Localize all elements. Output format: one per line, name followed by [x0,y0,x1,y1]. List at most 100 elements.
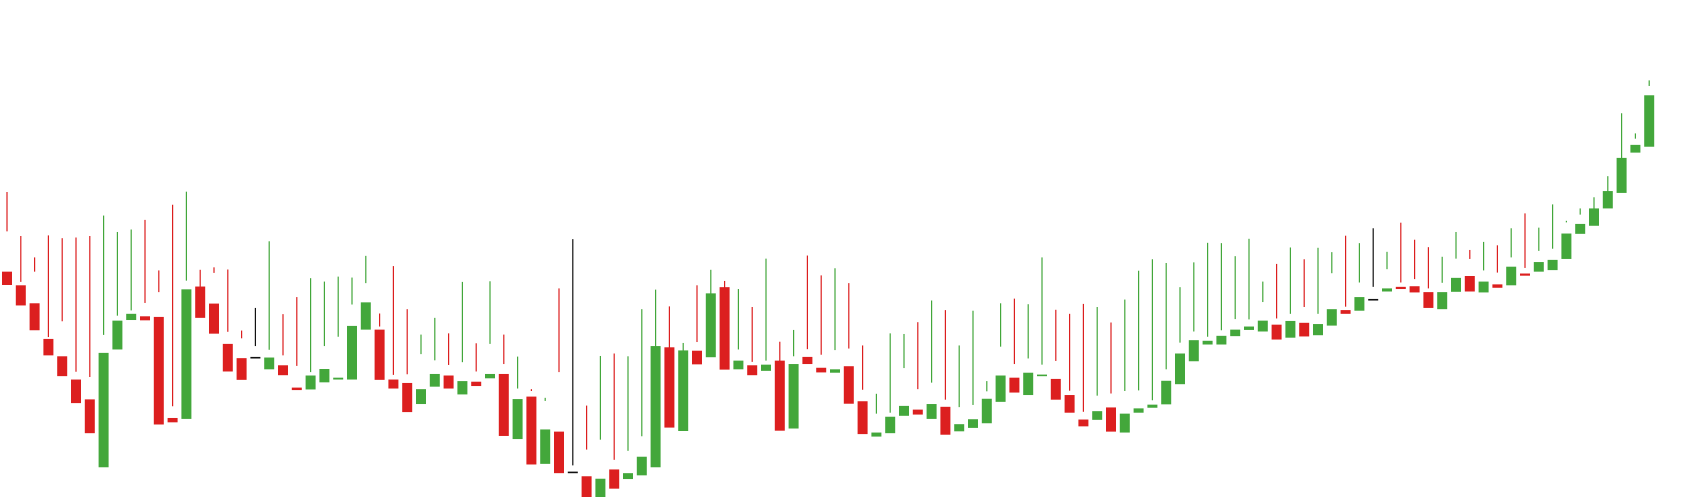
candle [788,329,799,429]
candle [374,313,385,380]
candle [554,288,564,474]
candle [692,285,702,365]
candle-body [636,456,647,476]
candle [747,307,758,376]
candle [664,306,675,428]
candle [1147,259,1158,408]
candle [1299,259,1310,337]
candle-body [623,473,633,480]
candle-body [1257,320,1268,332]
candle [181,191,192,419]
candle-body [1119,413,1130,433]
candle [816,275,827,373]
candle-body [1313,324,1323,336]
candle-body [719,287,730,370]
candle-body [222,343,233,372]
candle-body [1244,326,1254,330]
candle-body [595,478,606,497]
candle [1202,242,1213,345]
candle [540,397,551,464]
candle-body [1423,292,1434,308]
candle [1395,222,1406,290]
candle [885,333,896,434]
candle-body [1354,297,1365,311]
candle [1271,263,1282,340]
candle-body [968,419,978,428]
candle [1630,133,1641,153]
candle-body [1188,340,1199,362]
candle [443,333,454,389]
candle [333,276,344,380]
candle-body [788,364,799,429]
candle [1575,208,1586,234]
candle-body [1561,233,1572,259]
candle-body [1630,144,1641,153]
candle-body [843,366,854,404]
candle [1520,213,1530,276]
candle-body [264,357,275,370]
candle [471,343,482,387]
candle-body [512,399,523,440]
candle [2,191,12,285]
candle-body [857,401,868,435]
candle [1354,243,1365,311]
candle-body [830,369,840,373]
candle [195,269,206,318]
candle [678,342,689,431]
candle-body [278,365,288,376]
candle [1644,80,1655,147]
candle-body [567,471,578,474]
candle [1188,262,1199,362]
candle [305,278,316,390]
candle [1478,241,1489,293]
candle-body [333,377,344,380]
candle [1161,262,1172,405]
candle [1547,204,1558,271]
candle [857,345,868,435]
candle-body [209,303,219,334]
candle-body [540,429,551,464]
candle-body [195,286,206,318]
candle [1285,247,1296,338]
candle-body [1326,309,1337,326]
candle [153,270,164,425]
candle-body [1078,419,1089,427]
candle [98,215,109,468]
candle-body [1547,259,1558,271]
candle [236,330,247,380]
candle-body [1050,378,1061,400]
candle [1382,251,1392,292]
candle [1423,247,1434,308]
candle-body [664,347,675,428]
candle-body [29,303,40,331]
candle [457,281,468,395]
candle [360,255,371,330]
candle-body [581,476,592,497]
candle [1119,299,1130,433]
candle [43,235,54,356]
candle-body [236,358,247,380]
candle-body [71,379,81,404]
candle [1230,256,1241,337]
candle [29,257,40,331]
candle-body [940,406,951,435]
candle-body [485,373,495,379]
candle-body [554,431,564,474]
candle-body [1409,286,1420,293]
candle [1602,176,1613,209]
candle-body [167,417,178,423]
candle-body [291,387,302,391]
candle-body [1161,380,1172,405]
candle-body [609,469,620,489]
candle [567,239,578,474]
candle [940,310,951,435]
candle-body [1616,157,1627,193]
candle [899,333,909,416]
candle [719,280,730,370]
candle-body [402,382,413,413]
candle-body [1230,329,1241,337]
candle-body [1064,395,1075,413]
candle [802,255,813,365]
candle [1464,249,1475,292]
candle-body [802,356,813,365]
